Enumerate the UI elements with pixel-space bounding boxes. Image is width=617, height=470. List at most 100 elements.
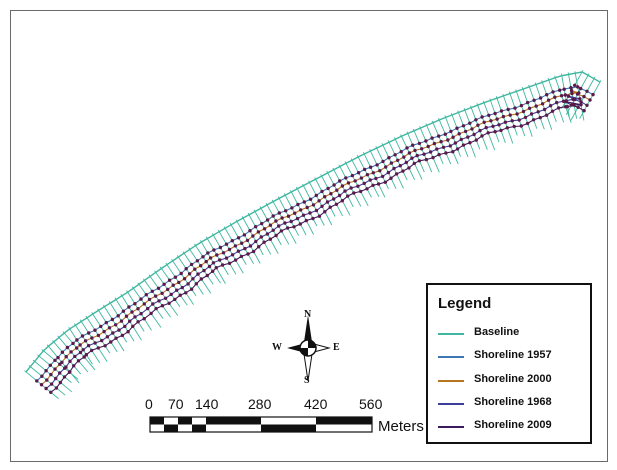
intersection-point <box>346 194 350 198</box>
intersection-point <box>195 259 200 263</box>
legend: Legend Baseline Shoreline 1957 Shoreline… <box>426 283 592 444</box>
intersection-point <box>381 159 385 164</box>
intersection-point <box>204 259 208 264</box>
intersection-point <box>133 315 137 319</box>
intersection-point <box>64 365 68 369</box>
intersection-point <box>259 235 263 239</box>
intersection-point <box>160 304 165 308</box>
intersection-point <box>260 221 264 226</box>
intersection-point <box>392 166 396 171</box>
intersection-point <box>540 102 545 106</box>
intersection-point <box>304 218 308 223</box>
intersection-point <box>78 343 82 347</box>
intersection-point <box>82 355 86 359</box>
intersection-point <box>562 87 566 91</box>
intersection-point <box>56 355 60 360</box>
intersection-point <box>334 202 339 206</box>
intersection-point <box>224 242 229 246</box>
intersection-point <box>211 269 215 273</box>
intersection-point <box>242 233 247 237</box>
intersection-point <box>426 144 430 149</box>
transect-line <box>247 212 272 255</box>
intersection-point <box>256 230 261 234</box>
intersection-point <box>459 137 463 142</box>
transect-line <box>148 274 179 316</box>
intersection-point <box>53 367 57 371</box>
intersection-point <box>405 146 409 150</box>
intersection-point <box>154 306 158 311</box>
intersection-point <box>482 120 486 125</box>
intersection-point <box>320 204 324 208</box>
legend-label: Shoreline 1957 <box>474 349 552 361</box>
intersection-point <box>156 286 161 290</box>
intersection-point <box>328 205 332 209</box>
intersection-point <box>536 110 540 114</box>
intersection-point <box>76 359 81 363</box>
intersection-point <box>189 287 194 291</box>
intersection-point <box>523 115 528 120</box>
transect-line <box>194 243 221 284</box>
intersection-point <box>45 378 49 382</box>
intersection-point <box>506 107 510 112</box>
intersection-point <box>114 323 118 327</box>
intersection-point <box>60 350 65 354</box>
intersection-point <box>474 138 478 142</box>
intersection-point <box>542 107 547 112</box>
intersection-point <box>525 121 530 126</box>
intersection-point <box>214 266 218 270</box>
intersection-point <box>435 147 439 151</box>
intersection-point <box>196 272 200 276</box>
intersection-point <box>325 200 330 204</box>
intersection-point <box>437 152 441 157</box>
transect-line <box>326 170 351 216</box>
intersection-point <box>365 173 370 177</box>
intersection-point <box>68 370 72 374</box>
intersection-point <box>299 208 303 212</box>
intersection-point <box>119 319 124 323</box>
intersection-point <box>139 297 143 301</box>
intersection-point <box>529 112 534 116</box>
scale-tick-label: 560 <box>359 396 383 412</box>
intersection-point <box>470 127 474 131</box>
intersection-point <box>130 310 134 314</box>
intersection-point <box>570 91 574 96</box>
intersection-point <box>582 109 586 113</box>
intersection-point <box>84 353 89 357</box>
intersection-point <box>398 164 402 168</box>
intersection-point <box>62 375 67 379</box>
intersection-point <box>380 174 385 179</box>
intersection-point <box>359 176 364 180</box>
transect-line <box>62 331 96 371</box>
intersection-point <box>510 119 514 123</box>
intersection-point <box>64 355 68 359</box>
transect-line <box>57 335 89 373</box>
intersection-point <box>317 214 322 218</box>
intersection-point <box>375 163 379 167</box>
intersection-point <box>323 195 327 199</box>
transect-line <box>567 72 578 119</box>
intersection-point <box>323 210 327 214</box>
intersection-point <box>499 128 503 133</box>
intersection-point <box>420 147 424 151</box>
intersection-point <box>517 118 521 122</box>
intersection-point <box>180 285 184 290</box>
intersection-point <box>301 213 306 217</box>
intersection-point <box>550 109 555 113</box>
intersection-point <box>461 143 466 147</box>
intersection-point <box>555 100 559 105</box>
intersection-point <box>280 216 284 220</box>
intersection-point <box>90 348 94 353</box>
intersection-point <box>246 252 250 256</box>
intersection-point <box>311 203 316 207</box>
intersection-point <box>227 247 232 252</box>
intersection-point <box>491 124 495 128</box>
intersection-point <box>455 126 459 130</box>
intersection-point <box>497 123 501 127</box>
legend-label: Shoreline 1968 <box>474 396 552 408</box>
intersection-point <box>124 314 129 318</box>
intersection-point <box>326 186 330 191</box>
intersection-point <box>149 311 153 316</box>
intersection-point <box>199 277 203 281</box>
intersection-point <box>105 335 110 339</box>
